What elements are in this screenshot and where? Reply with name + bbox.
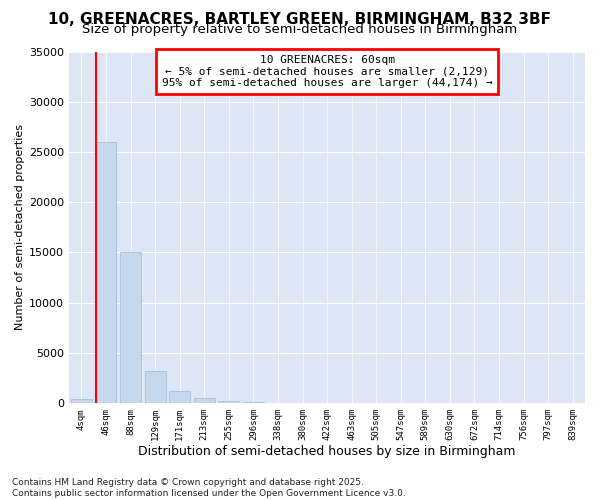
Text: Size of property relative to semi-detached houses in Birmingham: Size of property relative to semi-detach… bbox=[82, 22, 518, 36]
Text: Contains HM Land Registry data © Crown copyright and database right 2025.
Contai: Contains HM Land Registry data © Crown c… bbox=[12, 478, 406, 498]
Text: 10 GREENACRES: 60sqm
← 5% of semi-detached houses are smaller (2,129)
95% of sem: 10 GREENACRES: 60sqm ← 5% of semi-detach… bbox=[162, 55, 493, 88]
Bar bbox=[169, 391, 190, 403]
Bar bbox=[71, 399, 92, 403]
Bar bbox=[218, 401, 239, 403]
Y-axis label: Number of semi-detached properties: Number of semi-detached properties bbox=[15, 124, 25, 330]
Bar bbox=[145, 371, 166, 403]
X-axis label: Distribution of semi-detached houses by size in Birmingham: Distribution of semi-detached houses by … bbox=[139, 444, 516, 458]
Bar bbox=[95, 142, 116, 403]
Bar bbox=[194, 398, 215, 403]
Text: 10, GREENACRES, BARTLEY GREEN, BIRMINGHAM, B32 3BF: 10, GREENACRES, BARTLEY GREEN, BIRMINGHA… bbox=[49, 12, 551, 28]
Bar bbox=[120, 252, 141, 403]
Bar bbox=[243, 402, 264, 403]
